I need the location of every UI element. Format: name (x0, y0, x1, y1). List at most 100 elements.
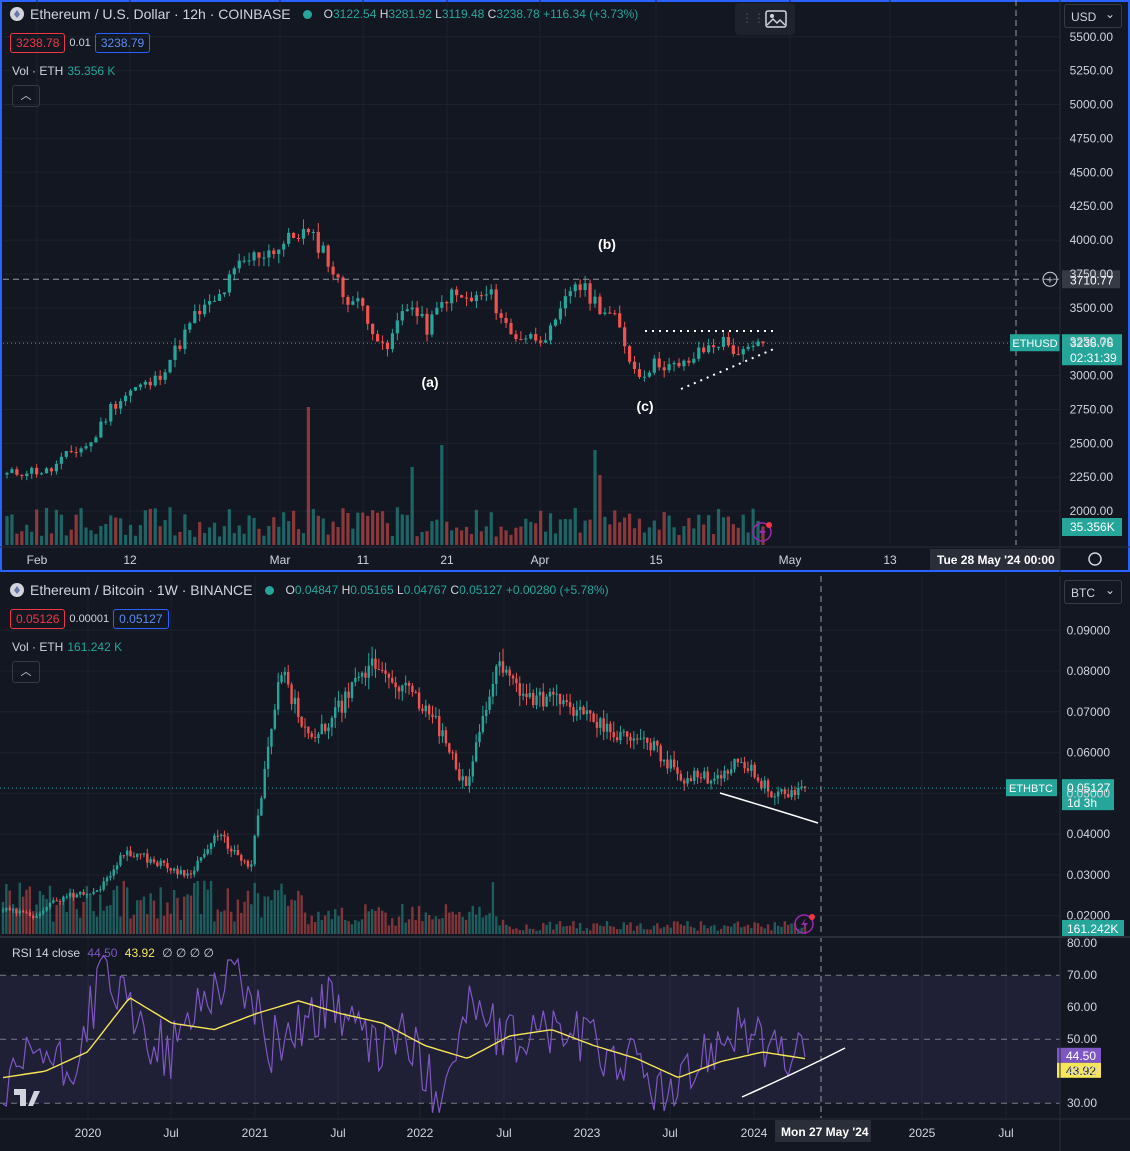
collapse-legend-button[interactable]: ︿ (12, 661, 40, 683)
symbol-title[interactable]: Ethereum / U.S. Dollar · 12h · COINBASE (30, 6, 291, 22)
volume-bar (553, 533, 558, 545)
candle-body (297, 697, 300, 717)
candle-body (320, 723, 323, 735)
x-tick-label: 11 (357, 553, 370, 567)
volume-bar (770, 930, 773, 934)
candle-body (193, 870, 196, 875)
volume-bar (515, 928, 518, 934)
candle-body (448, 743, 451, 753)
volume-bar (578, 922, 582, 934)
currency-select[interactable]: BTC (1064, 578, 1122, 604)
volume-bar (469, 534, 474, 545)
collapse-legend-button[interactable]: ︿ (12, 85, 40, 107)
volume-bar (336, 526, 340, 545)
volume-bar (529, 521, 533, 545)
volume-bar (558, 921, 562, 934)
volume-bar (256, 893, 260, 934)
volume-bar (706, 928, 709, 934)
volume-bar (300, 895, 303, 934)
candle-body (323, 723, 327, 732)
volume-bar (716, 930, 719, 934)
candle-body (609, 723, 612, 733)
ethbtc-pane[interactable]: ETHBTC 0.05127 1d 3h 161.242K 44.50 43.92 Mon … (0, 576, 1130, 1151)
candle-body (156, 862, 159, 866)
volume-bar (18, 882, 21, 934)
candle-body (272, 250, 276, 255)
buy-button[interactable]: 3238.79 (94, 33, 151, 53)
buy-button[interactable]: 0.05127 (113, 609, 169, 629)
ethusd-pane[interactable]: (a) (b) (c) ETHUSD 3238.78 02:31:39 3710.77 +35… (0, 0, 1130, 572)
candle-body (803, 786, 807, 789)
candle-body (790, 790, 793, 798)
candle-body (662, 367, 666, 371)
image-icon[interactable] (765, 10, 787, 28)
candle-body (543, 340, 548, 343)
volume-bar (508, 926, 511, 934)
volume-bar (599, 925, 602, 934)
candle-body (558, 693, 562, 705)
candle-body (253, 835, 256, 865)
volume-bar (301, 533, 306, 545)
candle-body (257, 252, 261, 258)
candle-body (8, 907, 11, 911)
candle-body (468, 776, 471, 786)
candle-body (89, 442, 93, 447)
volume-bar (543, 531, 548, 545)
volume-bar (240, 912, 243, 934)
candle-body (687, 360, 691, 363)
candle-body (797, 787, 800, 795)
candle-body (746, 346, 750, 349)
volume-bar (242, 533, 246, 545)
candle-body (115, 865, 119, 870)
candle-body (707, 345, 711, 353)
date-tag-bg (775, 1120, 871, 1142)
y-tick-label: 0.08000 (1067, 664, 1111, 678)
volume-bar (459, 530, 464, 545)
currency-select[interactable]: USD (1064, 2, 1122, 28)
ethusd-chart[interactable]: (a)(b)(c)ETHUSD 3238.7802:31:393710.77+35… (0, 0, 1130, 572)
candle-body (306, 228, 311, 233)
high-value: 3281.92 (388, 7, 432, 21)
sell-button[interactable]: 3238.78 (10, 33, 66, 53)
sell-button[interactable]: 0.05126 (10, 609, 66, 629)
volume-bar (119, 518, 123, 545)
volume-bar (385, 523, 390, 545)
volume-bar (89, 895, 92, 934)
volume-bar (716, 509, 721, 545)
candle-body (800, 786, 803, 788)
candle-body (104, 421, 108, 423)
volume-bar (84, 527, 88, 545)
candle-body (149, 859, 152, 863)
candle-body (783, 789, 787, 795)
volume-bar (451, 911, 454, 934)
volume-tag: 35.356K (1070, 520, 1115, 534)
volume-bar (729, 926, 733, 934)
volume-tag: 161.242K (1067, 922, 1118, 936)
candle-body (380, 669, 384, 671)
volume-bar (627, 513, 632, 545)
candle-body (491, 683, 495, 697)
rsi-tick-label: 80.00 (1067, 936, 1097, 950)
volume-bar (364, 904, 367, 934)
volume-bar (726, 926, 730, 934)
volume-bar (148, 508, 152, 545)
volume-tag-bg (1062, 920, 1124, 937)
low-value: 0.04767 (403, 583, 448, 597)
candle-body (262, 257, 266, 259)
candle-body (494, 289, 498, 314)
volume-bar (542, 922, 545, 934)
candle-body (79, 448, 83, 453)
volume-bar (464, 919, 468, 934)
candle-body (30, 467, 34, 474)
notification-dot-icon (766, 522, 772, 528)
candle-body (652, 358, 656, 373)
volume-bar (102, 910, 105, 934)
drag-handle-icon[interactable]: ⋮⋮ (741, 11, 765, 25)
symbol-title[interactable]: Ethereum / Bitcoin · 1W · BINANCE (30, 582, 253, 598)
volume-bar (125, 887, 129, 934)
candle-body (64, 451, 68, 457)
volume-bar (539, 510, 543, 545)
volume-bar (740, 927, 743, 934)
volume-bar (306, 407, 311, 545)
